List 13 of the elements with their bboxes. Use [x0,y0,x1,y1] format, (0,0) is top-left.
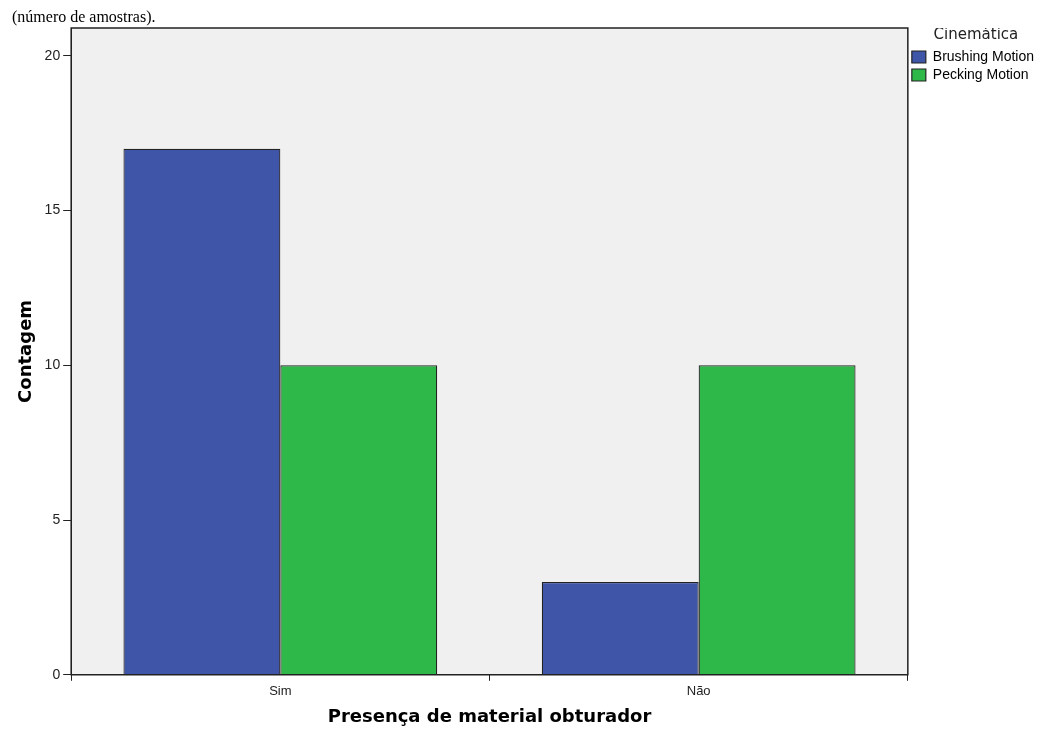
x-tick-label: Sim [269,683,292,699]
y-tick-label: 20 [44,46,61,63]
legend-label: Brushing Motion [932,47,1035,64]
y-tick-label: 15 [44,201,61,218]
legend-label: Pecking Motion [932,65,1029,82]
y-tick-label: 5 [52,510,61,527]
x-tick-label: Não [686,683,711,699]
text: (número de amostras). [12,8,156,27]
y-tick-label: 0 [52,665,61,682]
legend-title: Cinemática [933,25,1019,44]
y-tick-label: 10 [44,356,61,373]
x-axis-title: Presença de material obturador [327,704,652,726]
y-axis-title: Contagem [14,299,36,403]
